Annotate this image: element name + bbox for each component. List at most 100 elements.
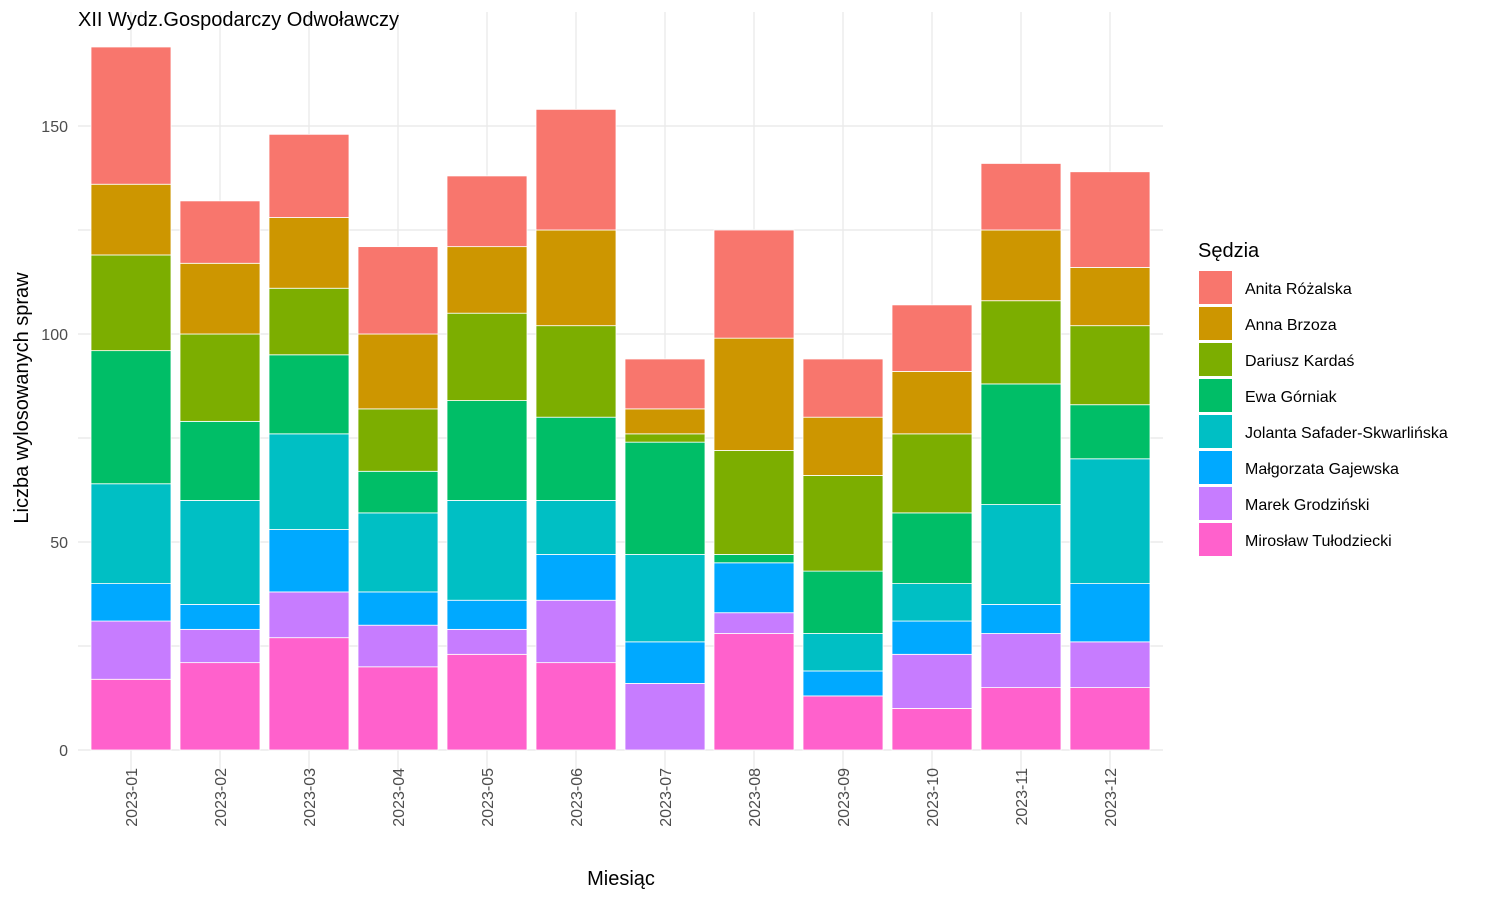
bar-segment xyxy=(179,420,261,501)
legend-swatch xyxy=(1199,487,1232,520)
bar-segment xyxy=(535,599,617,664)
bar-segment xyxy=(1069,458,1151,584)
bar-segment xyxy=(802,670,884,697)
legend-item: Dariusz Kardaś xyxy=(1199,343,1354,376)
y-axis-title: Liczba wylosowanych spraw xyxy=(11,272,33,524)
bar-segment xyxy=(357,591,439,626)
bar-stack-2023-11 xyxy=(980,163,1062,751)
bar-segment xyxy=(179,262,261,335)
bar-segment xyxy=(802,475,884,572)
bar-segment xyxy=(268,354,350,435)
bar-segment xyxy=(624,408,706,435)
bar-segment xyxy=(891,512,973,585)
bar-segment xyxy=(535,325,617,418)
x-tick-label: 2023-04 xyxy=(391,768,408,827)
bar-segment xyxy=(802,695,884,751)
x-tick-label: 2023-05 xyxy=(480,768,497,827)
legend-item: Anna Brzoza xyxy=(1199,307,1337,340)
bar-segment xyxy=(90,483,172,585)
legend-label: Jolanta Safader-Skwarlińska xyxy=(1245,425,1448,442)
bar-segment xyxy=(179,662,261,751)
bar-segment xyxy=(1069,687,1151,751)
bar-stack-2023-10 xyxy=(891,304,973,751)
bar-segment xyxy=(357,246,439,335)
bar-segment xyxy=(90,678,172,751)
x-axis-ticks: 2023-01 2023-02 2023-03 2023-04 2023-05 2023-… xyxy=(124,768,1120,827)
bar-segment xyxy=(624,433,706,443)
legend-swatch xyxy=(1199,307,1232,340)
y-tick-label: 0 xyxy=(59,743,68,760)
legend-swatch xyxy=(1199,523,1232,556)
legend-swatch xyxy=(1199,379,1232,412)
bar-segment xyxy=(535,108,617,231)
bar-segment xyxy=(90,46,172,185)
legend-label: Mirosław Tułodziecki xyxy=(1245,533,1392,550)
bar-segment xyxy=(713,229,795,339)
bar-segment xyxy=(980,300,1062,385)
bar-segment xyxy=(268,133,350,218)
bar-stack-2023-12 xyxy=(1069,171,1151,751)
bar-stack-2023-03 xyxy=(268,133,350,751)
legend-swatch xyxy=(1199,415,1232,448)
bar-segment xyxy=(713,562,795,614)
legend-label: Ewa Górniak xyxy=(1245,389,1338,406)
bar-segment xyxy=(713,450,795,555)
bar-segment xyxy=(357,512,439,593)
bar-segment xyxy=(802,633,884,672)
bar-segment xyxy=(980,504,1062,605)
bar-segment xyxy=(624,441,706,555)
bar-segment xyxy=(446,400,528,501)
bar-stack-2023-06 xyxy=(535,108,617,751)
x-tick-label: 2023-07 xyxy=(658,768,675,827)
x-axis-title: Miesiąc xyxy=(587,868,655,890)
bar-segment xyxy=(891,304,973,372)
bar-segment xyxy=(268,591,350,639)
bar-segment xyxy=(179,333,261,422)
bar-segment xyxy=(268,637,350,751)
bar-segment xyxy=(624,683,706,751)
y-tick-label: 150 xyxy=(41,119,68,136)
legend: Sędzia Anita Różalska Anna Brzoza Dariusz … xyxy=(1198,240,1448,556)
bar-segment xyxy=(535,499,617,555)
bar-segment xyxy=(1069,325,1151,406)
bar-segment xyxy=(179,499,261,605)
y-tick-label: 100 xyxy=(41,327,68,344)
legend-swatch xyxy=(1199,451,1232,484)
legend-item: Anita Różalska xyxy=(1199,271,1352,304)
bar-segment xyxy=(535,416,617,501)
legend-label: Marek Grodziński xyxy=(1245,497,1369,514)
bar-segment xyxy=(624,358,706,410)
bar-segment xyxy=(535,554,617,601)
bar-segment xyxy=(535,229,617,327)
bar-segment xyxy=(357,624,439,668)
bar-segment xyxy=(179,200,261,264)
bar-segment xyxy=(90,254,172,352)
bar-segment xyxy=(624,641,706,684)
chart-title: XII Wydz.Gospodarczy Odwoławczy xyxy=(78,9,399,31)
legend-item: Małgorzata Gajewska xyxy=(1199,451,1399,484)
bar-segment xyxy=(802,358,884,418)
bar-segment xyxy=(446,312,528,401)
bar-segment xyxy=(891,371,973,435)
bar-stack-2023-09 xyxy=(802,358,884,751)
bar-segment xyxy=(446,628,528,655)
bar-segment xyxy=(179,604,261,630)
legend-label: Małgorzata Gajewska xyxy=(1245,461,1399,478)
bar-segment xyxy=(268,287,350,356)
bar-segment xyxy=(713,554,795,564)
bar-segment xyxy=(624,554,706,643)
x-tick-label: 2023-09 xyxy=(836,768,853,827)
x-tick-label: 2023-06 xyxy=(569,768,586,827)
bar-segment xyxy=(1069,171,1151,268)
bar-segment xyxy=(980,383,1062,505)
bar-segment xyxy=(891,433,973,514)
legend-label: Anita Różalska xyxy=(1245,281,1352,298)
bar-stack-2023-02 xyxy=(179,200,261,751)
bar-segment xyxy=(357,333,439,410)
bar-segment xyxy=(980,229,1062,302)
legend-item: Marek Grodziński xyxy=(1199,487,1369,520)
legend-swatch xyxy=(1199,271,1232,304)
legend-item: Jolanta Safader-Skwarlińska xyxy=(1199,415,1448,448)
bar-segment xyxy=(179,628,261,664)
